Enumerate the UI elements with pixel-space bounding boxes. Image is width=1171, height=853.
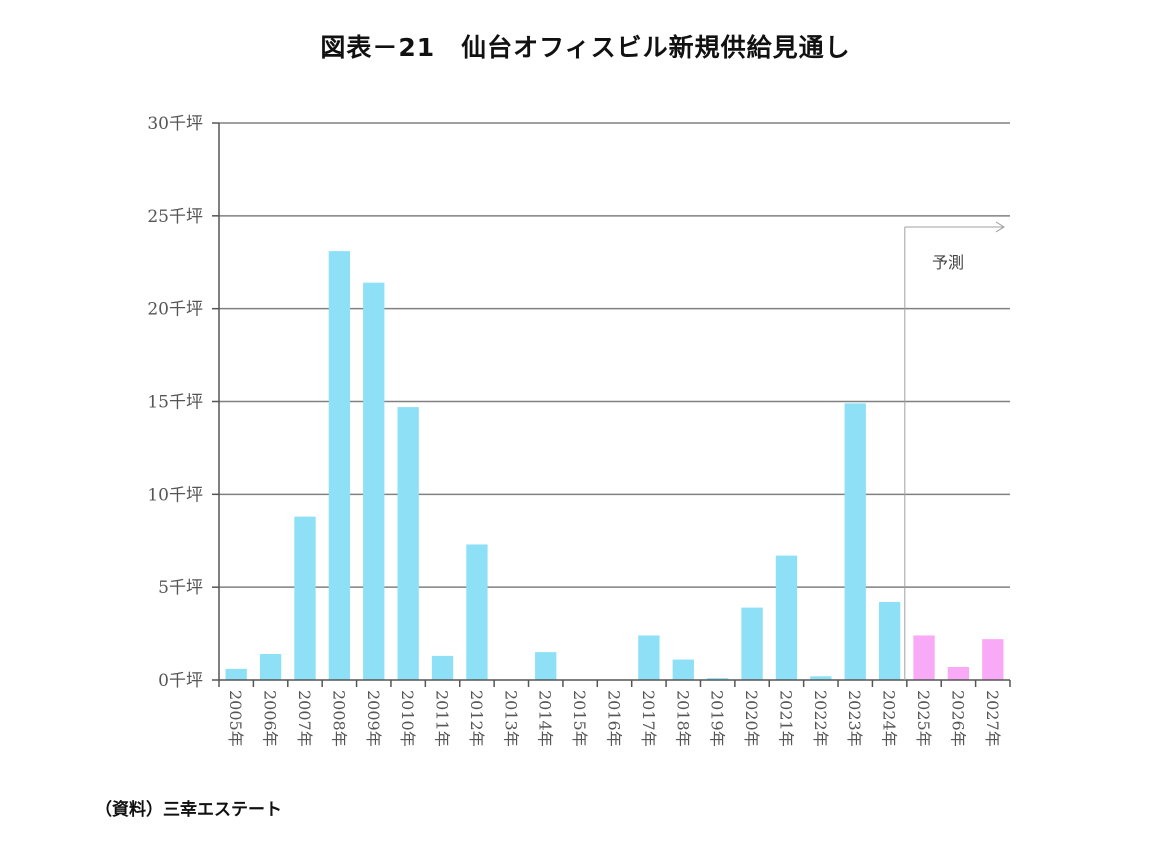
x-tick-label: 2023年 bbox=[845, 690, 864, 747]
bar-2005年 bbox=[225, 668, 247, 680]
x-tick-label: 2007年 bbox=[295, 690, 314, 747]
x-tick-label: 2005年 bbox=[226, 690, 245, 747]
x-tick-label: 2008年 bbox=[329, 690, 348, 747]
bar-2010年 bbox=[397, 407, 419, 680]
x-tick-labels: 2005年 2006年 2007年 2008年 2009年 2010年 2011年 2012年… bbox=[226, 690, 1002, 747]
chart-title: 図表－21 仙台オフィスビル新規供給見通し bbox=[320, 33, 851, 62]
x-tick-label: 2022年 bbox=[811, 690, 830, 747]
y-tick-label: 20千坪 bbox=[147, 300, 203, 320]
x-tick-label: 2014年 bbox=[536, 690, 555, 747]
axes bbox=[212, 122, 1011, 687]
x-tick-label: 2009年 bbox=[364, 690, 383, 747]
x-tick-label: 2017年 bbox=[639, 690, 658, 747]
forecast-label: 予測 bbox=[932, 253, 964, 272]
bars bbox=[225, 251, 1004, 681]
bar-2020年 bbox=[741, 607, 763, 680]
bar-2017年 bbox=[638, 635, 660, 680]
forecast-annotation: 予測 bbox=[904, 221, 1005, 680]
x-tick-label: 2012年 bbox=[467, 690, 486, 747]
bar-2022年 bbox=[810, 676, 832, 680]
y-tick-label: 5千坪 bbox=[158, 578, 203, 598]
bar-2024年 bbox=[878, 602, 901, 680]
y-tick-label: 10千坪 bbox=[147, 485, 203, 505]
x-tick-label: 2020年 bbox=[742, 690, 761, 747]
bar-2006年 bbox=[259, 654, 282, 680]
x-tick-label: 2018年 bbox=[673, 690, 692, 747]
bar-2019年 bbox=[707, 678, 729, 680]
bar-2027年 bbox=[982, 639, 1004, 680]
y-tick-label: 25千坪 bbox=[147, 207, 203, 227]
bar-2014年 bbox=[535, 652, 557, 680]
y-tick-label: 15千坪 bbox=[147, 393, 203, 413]
x-tick-label: 2024年 bbox=[880, 690, 899, 747]
y-tick-label: 0千坪 bbox=[158, 671, 203, 691]
x-tick-label: 2006年 bbox=[261, 690, 280, 747]
x-tick-label: 2019年 bbox=[708, 690, 727, 747]
bar-2025年 bbox=[913, 635, 935, 680]
bar-2026年 bbox=[947, 667, 970, 680]
bar-2012年 bbox=[466, 544, 488, 680]
bar-2008年 bbox=[328, 251, 351, 681]
bar-2007年 bbox=[294, 516, 316, 680]
bar-2009年 bbox=[363, 282, 385, 680]
y-tick-labels: 0千坪 5千坪 10千坪 15千坪 20千坪 25千坪 30千坪 bbox=[147, 114, 203, 691]
x-tick-label: 2015年 bbox=[570, 690, 589, 747]
y-tick-label: 30千坪 bbox=[147, 114, 203, 134]
bar-2018年 bbox=[672, 659, 694, 680]
x-tick-label: 2011年 bbox=[433, 690, 452, 747]
x-tick-label: 2021年 bbox=[776, 690, 795, 747]
x-tick-label: 2013年 bbox=[501, 690, 520, 747]
bar-2023年 bbox=[844, 403, 866, 680]
gridlines bbox=[219, 122, 1010, 588]
x-tick-label: 2026年 bbox=[948, 690, 967, 747]
bar-2021年 bbox=[775, 555, 798, 680]
forecast-arrow-head bbox=[995, 221, 1005, 233]
source-note: （資料）三幸エステート bbox=[95, 800, 282, 820]
x-tick-label: 2027年 bbox=[983, 690, 1002, 747]
x-tick-label: 2016年 bbox=[605, 690, 624, 747]
bar-2011年 bbox=[431, 655, 454, 680]
x-tick-label: 2025年 bbox=[914, 690, 933, 747]
x-tick-label: 2010年 bbox=[398, 690, 417, 747]
